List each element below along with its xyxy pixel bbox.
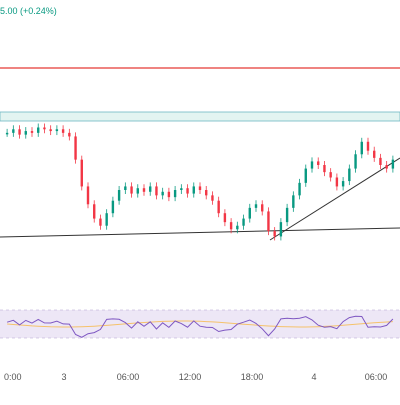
- rsi-band: [0, 310, 400, 338]
- time-axis-label: 3: [61, 372, 66, 382]
- candle-body: [379, 157, 382, 165]
- candle-body: [304, 168, 307, 183]
- candle-body: [5, 132, 9, 135]
- candle-body: [292, 195, 295, 208]
- candle-body: [236, 225, 239, 230]
- candle-body: [242, 218, 245, 226]
- candle-body: [55, 129, 59, 132]
- candle-body: [223, 213, 227, 223]
- candle-body: [80, 159, 83, 187]
- candle-body: [161, 191, 164, 196]
- candle-body: [149, 186, 152, 192]
- candle-body: [43, 127, 46, 130]
- candle-body: [229, 222, 233, 230]
- candle-body: [24, 131, 27, 135]
- candle-body: [111, 200, 115, 214]
- candle-body: [261, 204, 264, 212]
- candle-body: [117, 190, 121, 201]
- candle-body: [192, 186, 195, 194]
- candle-body: [373, 150, 376, 158]
- candle-body: [335, 177, 339, 187]
- candle-body: [205, 190, 208, 196]
- candle-body: [323, 165, 326, 173]
- price-change-readout: 5.00 (+0.24%): [0, 6, 57, 16]
- time-axis-label: 12:00: [179, 372, 202, 382]
- candle-body: [18, 129, 21, 135]
- candle-body: [30, 131, 34, 133]
- rising-trendline: [269, 157, 400, 241]
- candle-body: [254, 204, 258, 208]
- candle-body: [74, 136, 77, 160]
- candle-body: [348, 168, 351, 182]
- candle-body: [385, 165, 388, 169]
- candle-body: [68, 132, 71, 137]
- candle-body: [155, 186, 158, 196]
- candle-body: [130, 186, 133, 194]
- candle-body: [360, 141, 363, 155]
- candle-body: [93, 204, 96, 219]
- time-axis: 0:00 3 06:00 12:00 18:00 4 06:00: [4, 372, 387, 382]
- time-axis-label: 06:00: [365, 372, 388, 382]
- candle-body: [86, 186, 90, 205]
- candle-body: [310, 161, 314, 169]
- time-axis-label: 18:00: [241, 372, 264, 382]
- candle-body: [279, 222, 283, 237]
- candle-body: [49, 129, 52, 132]
- candle-body: [186, 188, 189, 194]
- candle-body: [366, 141, 370, 151]
- main-pane: [0, 67, 400, 241]
- time-axis-label: 4: [311, 372, 316, 382]
- candle-body: [329, 172, 332, 178]
- candle-body: [142, 188, 146, 192]
- candle-body: [61, 129, 65, 133]
- candle-body: [211, 195, 214, 201]
- candle-body: [180, 188, 183, 190]
- time-axis-label: 06:00: [117, 372, 140, 382]
- candle-body: [285, 207, 289, 223]
- candle-body: [105, 213, 108, 226]
- candle-body: [217, 200, 220, 214]
- candle-body: [273, 231, 276, 237]
- rsi-line: [6, 315, 394, 338]
- candle-body: [37, 127, 40, 133]
- candle-body: [248, 207, 251, 219]
- candle-body: [124, 186, 127, 190]
- candle-body: [99, 218, 102, 226]
- support-trendline: [0, 227, 400, 238]
- candle-body: [341, 181, 345, 187]
- zone-box: [0, 111, 400, 122]
- rsi-pane: [0, 309, 400, 339]
- candle-body: [198, 186, 202, 190]
- time-axis-label: 0:00: [4, 372, 22, 382]
- candle-body: [12, 129, 15, 133]
- candle-body: [173, 190, 177, 198]
- candle-body: [317, 161, 320, 165]
- candle-body: [354, 154, 357, 169]
- candle-body: [136, 188, 139, 194]
- candle-body: [167, 191, 171, 198]
- candle-body: [267, 211, 270, 232]
- candle-body: [298, 182, 301, 196]
- candle-body: [391, 159, 395, 169]
